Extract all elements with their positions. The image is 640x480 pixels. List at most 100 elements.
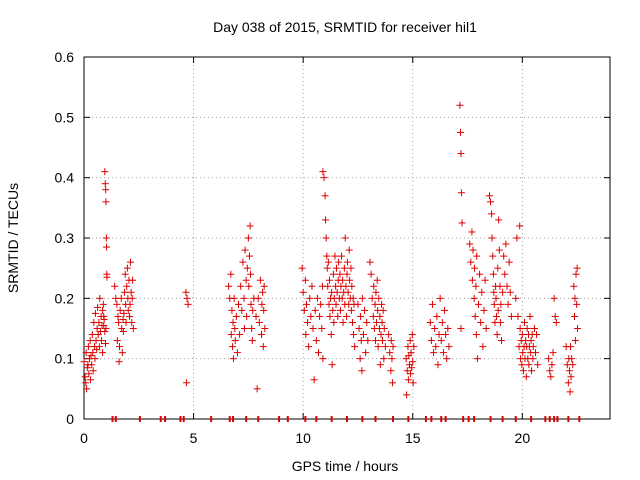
data-point-marker bbox=[258, 300, 266, 308]
data-point-marker bbox=[343, 258, 351, 266]
chart-title: Day 038 of 2015, SRMTID for receiver hil… bbox=[213, 19, 477, 35]
data-point-marker bbox=[533, 331, 541, 339]
data-point-marker bbox=[358, 367, 366, 375]
data-point-marker bbox=[514, 312, 522, 320]
data-point-marker bbox=[85, 370, 93, 378]
data-point-marker bbox=[260, 282, 268, 290]
data-point-marker bbox=[552, 318, 560, 326]
data-point-marker bbox=[430, 349, 438, 357]
data-point-marker bbox=[240, 325, 248, 332]
data-point-marker bbox=[431, 325, 439, 332]
data-point-marker bbox=[184, 300, 192, 308]
y-tick-label: 0.1 bbox=[55, 351, 75, 367]
data-point-marker bbox=[492, 294, 500, 302]
data-point-marker bbox=[82, 349, 90, 357]
data-point-marker bbox=[311, 306, 319, 314]
data-point-marker bbox=[487, 198, 495, 206]
data-point-marker bbox=[113, 300, 121, 308]
y-tick-label: 0 bbox=[66, 411, 74, 427]
data-point-marker bbox=[229, 343, 237, 351]
data-point-marker bbox=[247, 300, 255, 308]
data-point-marker bbox=[338, 294, 346, 302]
data-point-marker bbox=[438, 318, 446, 326]
data-point-marker bbox=[99, 349, 107, 357]
data-point-marker bbox=[389, 379, 397, 387]
data-point-marker bbox=[338, 252, 346, 260]
data-point-marker bbox=[574, 325, 582, 332]
data-point-marker bbox=[488, 210, 496, 218]
data-point-marker bbox=[571, 337, 579, 345]
data-point-marker bbox=[113, 337, 121, 345]
data-point-marker bbox=[362, 349, 370, 357]
data-point-marker bbox=[516, 222, 524, 230]
data-point-marker bbox=[80, 358, 88, 366]
data-point-marker bbox=[127, 288, 135, 296]
data-point-marker bbox=[385, 331, 393, 339]
data-point-marker bbox=[457, 189, 465, 197]
data-point-marker bbox=[246, 222, 254, 230]
data-point-marker bbox=[513, 234, 521, 242]
data-point-marker bbox=[308, 282, 316, 290]
data-point-marker bbox=[100, 312, 108, 320]
data-point-marker bbox=[522, 373, 530, 381]
data-point-marker bbox=[124, 306, 132, 314]
data-point-marker bbox=[504, 300, 512, 308]
data-point-marker bbox=[386, 349, 394, 357]
data-point-marker bbox=[245, 252, 253, 260]
data-point-marker bbox=[319, 355, 327, 363]
data-point-marker bbox=[84, 343, 92, 351]
data-point-marker bbox=[252, 312, 260, 320]
data-point-marker bbox=[361, 306, 369, 314]
data-point-marker bbox=[351, 343, 359, 351]
data-point-marker bbox=[340, 264, 348, 272]
data-point-marker bbox=[481, 276, 489, 284]
data-point-marker bbox=[319, 168, 327, 176]
data-point-marker bbox=[378, 300, 386, 308]
data-point-marker bbox=[468, 228, 476, 236]
data-point-marker bbox=[505, 258, 513, 266]
data-point-marker bbox=[344, 288, 352, 296]
data-point-marker bbox=[499, 288, 507, 296]
x-tick-label: 10 bbox=[295, 430, 311, 446]
data-point-marker bbox=[99, 300, 107, 308]
data-point-marker bbox=[534, 361, 542, 369]
data-point-marker bbox=[436, 294, 444, 302]
data-point-marker bbox=[347, 306, 355, 314]
data-point-marker bbox=[550, 294, 558, 302]
data-point-marker bbox=[120, 309, 128, 317]
data-point-marker bbox=[355, 325, 363, 332]
data-point-marker bbox=[248, 337, 256, 345]
data-point-marker bbox=[485, 192, 493, 200]
data-point-marker bbox=[526, 312, 534, 320]
data-point-marker bbox=[516, 325, 524, 332]
data-point-marker bbox=[503, 282, 511, 290]
data-point-marker bbox=[315, 349, 323, 357]
data-point-marker bbox=[490, 288, 498, 296]
data-point-marker bbox=[409, 379, 417, 387]
data-point-marker bbox=[318, 325, 326, 332]
data-point-marker bbox=[529, 355, 537, 363]
data-point-marker bbox=[359, 331, 367, 339]
data-point-marker bbox=[570, 282, 578, 290]
data-point-marker bbox=[118, 349, 126, 357]
data-point-marker bbox=[101, 340, 109, 348]
data-point-marker bbox=[404, 376, 412, 384]
data-point-marker bbox=[506, 288, 514, 296]
data-point-marker bbox=[519, 367, 527, 375]
data-point-marker bbox=[472, 331, 480, 339]
data-point-marker bbox=[380, 355, 388, 363]
data-point-marker bbox=[488, 234, 496, 242]
data-points bbox=[80, 101, 582, 422]
data-point-marker bbox=[494, 264, 502, 272]
data-point-marker bbox=[235, 300, 243, 308]
data-point-marker bbox=[232, 312, 240, 320]
data-point-marker bbox=[230, 294, 238, 302]
data-point-marker bbox=[237, 282, 245, 290]
data-point-marker bbox=[379, 306, 387, 314]
data-point-marker bbox=[457, 128, 465, 136]
data-point-marker bbox=[312, 337, 320, 345]
data-point-marker bbox=[227, 270, 235, 278]
data-point-marker bbox=[103, 243, 111, 251]
data-point-marker bbox=[406, 337, 414, 345]
